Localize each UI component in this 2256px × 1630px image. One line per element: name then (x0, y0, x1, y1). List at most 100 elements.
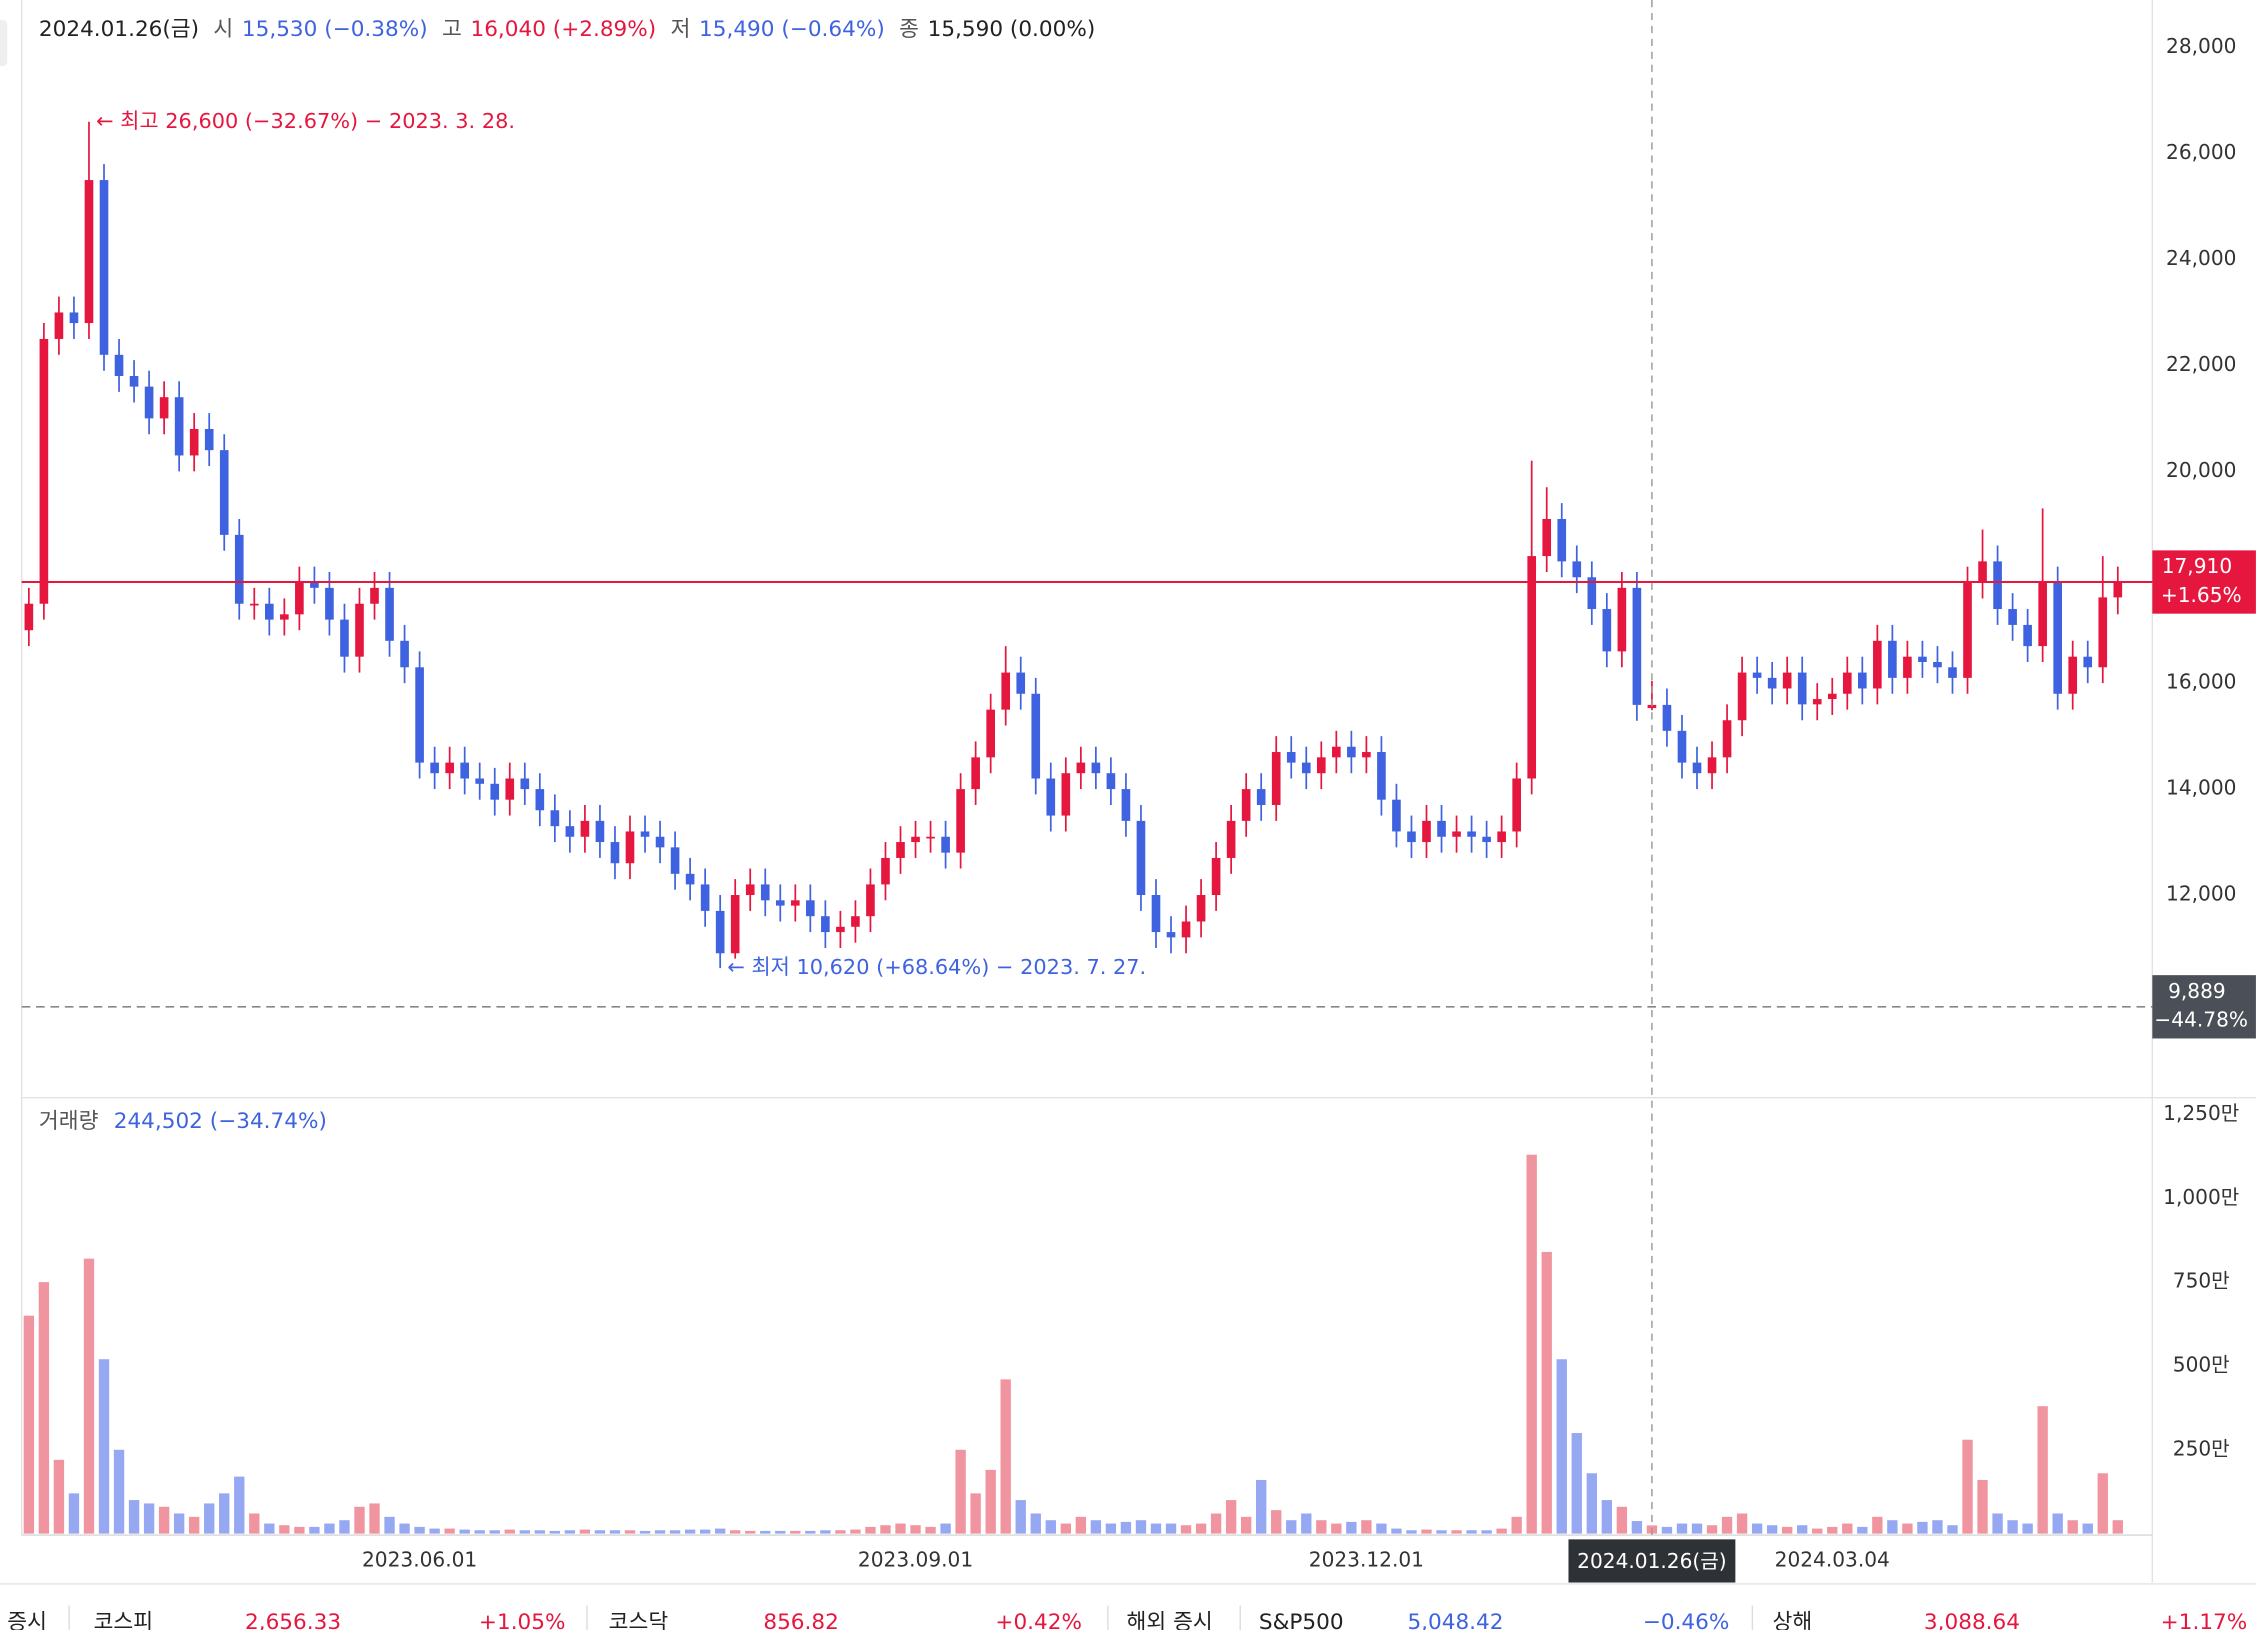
candle-body (1256, 789, 1266, 805)
volume-bar (609, 1530, 621, 1534)
volume-bar (249, 1513, 260, 1534)
y-tick-label: 22,000 (2166, 352, 2236, 376)
volume-bar (985, 1469, 996, 1534)
volume-bar (264, 1523, 275, 1534)
candle-body (1016, 672, 1026, 694)
candle-body (1482, 836, 1491, 843)
volume-bar (1601, 1500, 1613, 1534)
volume-bar (1451, 1530, 1462, 1534)
volume-bar (1827, 1526, 1838, 1534)
volume-bar (1962, 1439, 1973, 1534)
candle-body (715, 910, 725, 954)
volume-bar (204, 1503, 215, 1534)
volume-bar (534, 1530, 546, 1534)
volume-bar (1301, 1513, 1312, 1534)
candle-body (1301, 762, 1311, 774)
volume-bar (1571, 1433, 1582, 1534)
candle-body (881, 857, 890, 885)
candle-body (1241, 789, 1251, 821)
candle-body (460, 762, 470, 779)
x-tick-label: 2024.03.04 (1775, 1547, 1890, 1571)
header-item-value: 15,590 (0.00%) (928, 17, 1096, 42)
ticker-name: 상해 (1773, 1610, 1813, 1630)
price-line-label: 9,889 (2168, 979, 2226, 1003)
volume-bar (1436, 1530, 1447, 1534)
volume-bar (1376, 1523, 1387, 1534)
volume-bar (1075, 1516, 1087, 1534)
volume-bar (1797, 1525, 1808, 1534)
volume-bar (23, 1315, 35, 1534)
candle-body (1933, 661, 1942, 668)
candle-body (806, 900, 815, 917)
candle-body (84, 180, 94, 324)
volume-bar (1691, 1523, 1703, 1534)
volume-bar (1000, 1379, 1011, 1534)
volume-bar (1135, 1520, 1147, 1534)
candle-body (790, 900, 800, 906)
header-item-label: 시 (213, 17, 233, 42)
volume-tick-label: 1,250만 (2163, 1101, 2239, 1125)
y-tick-label: 14,000 (2166, 776, 2236, 800)
volume-bar (880, 1525, 891, 1534)
candle-body (1061, 773, 1071, 816)
volume-bar (83, 1258, 95, 1534)
ticker-change: +1.17% (2161, 1610, 2248, 1630)
candle-body (775, 900, 785, 906)
ticker-value: 3,088.64 (1924, 1610, 2020, 1630)
volume-bar (219, 1493, 230, 1534)
volume-bar (1391, 1528, 1402, 1534)
candle-body (1767, 677, 1777, 689)
candle-body (1948, 667, 1957, 678)
candle-body (340, 619, 349, 657)
candle-body (1271, 752, 1281, 805)
volume-bar (1586, 1473, 1597, 1534)
volume-bar (714, 1528, 726, 1534)
volume-bar (1150, 1523, 1162, 1534)
volume-bar (1240, 1516, 1252, 1534)
candle-body (760, 884, 770, 901)
volume-bar (354, 1506, 365, 1534)
candle-body (114, 354, 124, 377)
candle-body (1437, 820, 1446, 837)
candle-body (2068, 656, 2078, 694)
candle-body (1632, 587, 1642, 705)
candle-body (1211, 857, 1221, 896)
candle-body (1151, 895, 1161, 933)
x-tick-label: 2023.06.01 (362, 1547, 477, 1571)
volume-bar (760, 1530, 771, 1534)
volume-bar (2097, 1473, 2108, 1534)
volume-bar (669, 1530, 681, 1534)
volume-bar (1180, 1525, 1192, 1534)
volume-bar (459, 1529, 470, 1534)
y-tick-label: 12,000 (2166, 882, 2236, 906)
volume-bar (579, 1529, 591, 1534)
volume-readout: 244,502 (−34.74%) (114, 1109, 327, 1134)
ticker-name: 코스피 (94, 1610, 154, 1630)
volume-bar (745, 1530, 756, 1534)
volume-bar (113, 1449, 125, 1534)
candle-body (1512, 778, 1521, 832)
candle-body (39, 338, 49, 604)
candle-body (580, 820, 590, 837)
volume-bar (1977, 1479, 1988, 1534)
candle-body (1737, 672, 1747, 721)
side-tab[interactable] (0, 20, 8, 67)
volume-bar (925, 1526, 936, 1534)
volume-bar (835, 1530, 846, 1534)
candle-body (1347, 746, 1356, 758)
candle-body (866, 884, 875, 917)
candle-body (219, 450, 229, 535)
volume-bar (324, 1523, 335, 1534)
volume-bar (624, 1530, 636, 1534)
price-line-change: −44.78% (2154, 1008, 2248, 1032)
volume-bar (955, 1449, 966, 1534)
ticker-name: S&P500 (1259, 1610, 1344, 1630)
candle-body (520, 778, 530, 790)
annotation: ← 최고 26,600 (−32.67%) − 2023. 3. 28. (96, 109, 515, 133)
volume-bar (294, 1526, 305, 1534)
volume-bar (1992, 1513, 2003, 1534)
volume-bar (1225, 1500, 1237, 1534)
header-item-value: 15,530 (−0.38%) (242, 17, 428, 42)
volume-bar (2007, 1520, 2018, 1534)
header-date: 2024.01.26(금) (39, 17, 199, 42)
